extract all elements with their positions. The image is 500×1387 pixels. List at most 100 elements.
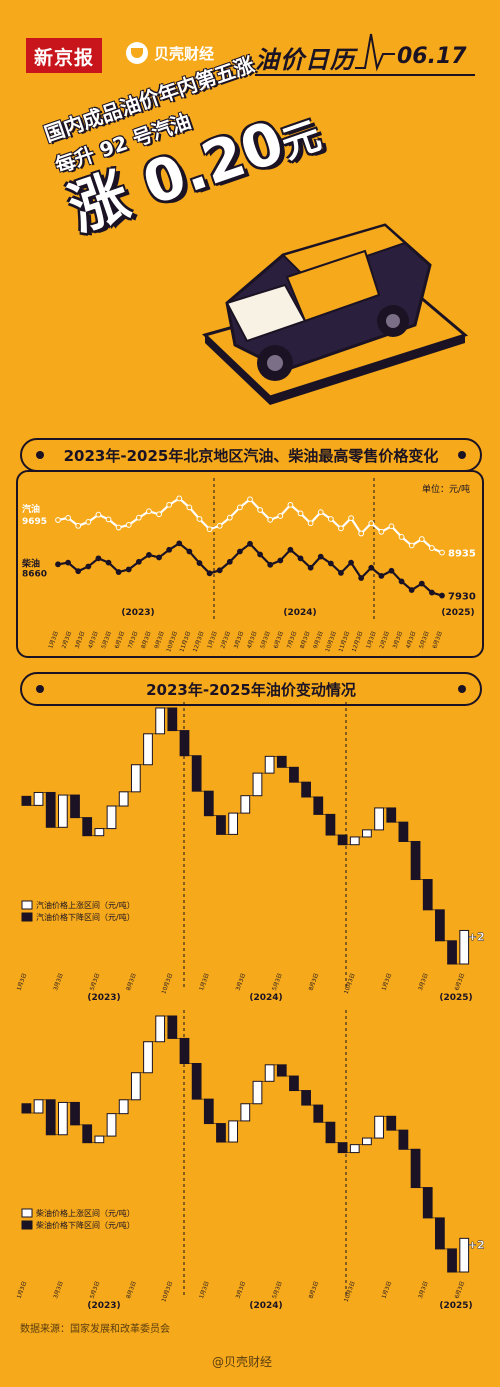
data-point-汽油 [135,514,142,521]
data-point-汽油 [338,525,344,532]
x-tick-label: 5月3日 [271,972,284,991]
data-point-柴油 [226,558,233,565]
data-point-柴油 [358,575,365,581]
legend-rise-label: 汽油价格上涨区间（元/吨） [36,900,135,910]
x-tick-label: 10月3日 [160,972,174,995]
x-tick-label: 6月3日 [113,630,126,649]
data-point-柴油 [146,552,152,558]
data-point-汽油 [55,517,61,523]
gasoline-waterfall-chart: 1月3日 3月3日 5月3日 8月3日 10月3日 1月3日 3月3日 5月3日 8月3日 10月… [16,702,484,1003]
x-tick-label: 3月3日 [233,630,246,649]
rise-bar [155,707,166,735]
x-tick-label: 6月3日 [453,1280,466,1299]
data-point-汽油 [75,522,82,529]
year-label-2: (2025) [439,1301,472,1311]
rise-bar [264,1064,275,1082]
x-tick-label: 3月3日 [74,630,87,649]
x-tick-label: 3月3日 [52,1280,65,1299]
data-point-汽油 [368,520,375,527]
data-point-汽油 [226,514,233,521]
data-point-柴油 [186,548,193,555]
year-label-2: (2025) [441,608,474,618]
data-point-柴油 [115,569,122,575]
data-point-柴油 [418,580,425,587]
rise-bar [118,1099,129,1115]
x-tick-label: 8月3日 [140,630,153,649]
increase-callout: +260 [468,930,484,943]
data-point-汽油 [247,496,253,503]
fall-bar [301,781,311,798]
x-tick-label: 10月3日 [343,972,357,995]
fall-bar [82,817,93,837]
legend-rise-label: 柴油价格上涨区间（元/吨） [36,1208,135,1218]
data-point-柴油 [176,540,183,547]
rise-bar [362,1137,372,1146]
brand-name: 贝壳财经 [154,44,215,63]
fall-bar [447,940,457,965]
column-title: 油价日历 [255,46,355,74]
x-tick-label: 5月3日 [271,1280,284,1299]
fall-bar [179,730,190,757]
data-point-柴油 [85,563,92,570]
line-chart-title: 2023年-2025年北京地区汽油、柴油最高零售价格变化 [20,438,482,472]
data-point-汽油 [378,528,385,535]
fall-bar [167,707,178,732]
data-point-柴油 [236,548,243,555]
fall-bar [203,790,214,817]
data-point-汽油 [125,522,132,528]
data-point-汽油 [317,509,324,516]
rise-bar [94,1135,105,1144]
x-tick-label: 1月3日 [365,630,378,649]
data-point-汽油 [95,511,102,518]
data-point-汽油 [287,501,294,508]
shell-icon [126,42,148,64]
data-point-汽油 [398,534,405,540]
line-chart: 单位：元/吨 (2023) (2024) (2025) 汽油 9695 8935 柴油8660… [21,478,476,653]
data-point-柴油 [125,566,132,573]
data-point-柴油 [338,569,344,576]
rise-bar [143,733,153,766]
fall-bar [203,1098,214,1125]
x-tick-label: 1月3日 [198,972,211,991]
x-tick-label: 8月3日 [125,972,138,991]
data-point-柴油 [317,553,324,560]
data-point-汽油 [115,524,122,531]
increase-callout: +255 [468,1238,484,1251]
fall-bar [70,794,80,819]
x-tick-label: 10月3日 [160,1280,174,1303]
data-point-柴油 [307,564,314,571]
rise-bar [362,829,372,838]
x-tick-label: 1月3日 [380,1280,393,1299]
rise-bar [57,794,68,828]
data-point-柴油 [327,560,334,567]
fall-bar [216,1123,226,1143]
data-point-柴油 [216,567,223,574]
fall-bar [70,1101,80,1126]
x-tick-label: 6月3日 [453,972,466,991]
fall-bar [410,1148,421,1189]
data-point-柴油 [439,592,445,599]
rise-bar [155,1015,166,1043]
fall-bar [216,815,226,835]
rise-bar [228,812,239,835]
x-tick-label: 5月3日 [418,630,431,649]
fall-bar [398,1129,409,1150]
data-point-汽油 [408,542,415,549]
fall-bar [313,1104,324,1123]
fall-bar [82,1124,93,1144]
data-point-汽油 [156,511,162,518]
x-tick-label: 3月3日 [234,1280,247,1299]
x-tick-label: 7月3日 [285,630,298,649]
data-point-柴油 [348,559,354,566]
series-name-汽油: 汽油 [22,503,40,515]
rise-bar [374,807,384,831]
data-point-汽油 [267,516,274,523]
data-point-汽油 [257,507,264,513]
legend-fall-label: 汽油价格下降区间（元/吨） [36,912,135,922]
newspaper-logo: 新京报 [26,38,103,73]
legend-rise-swatch [21,1208,33,1218]
fall-bar [289,766,299,783]
fall-bar [289,1075,299,1092]
car-illustration [202,223,469,405]
fall-bar [398,821,409,842]
